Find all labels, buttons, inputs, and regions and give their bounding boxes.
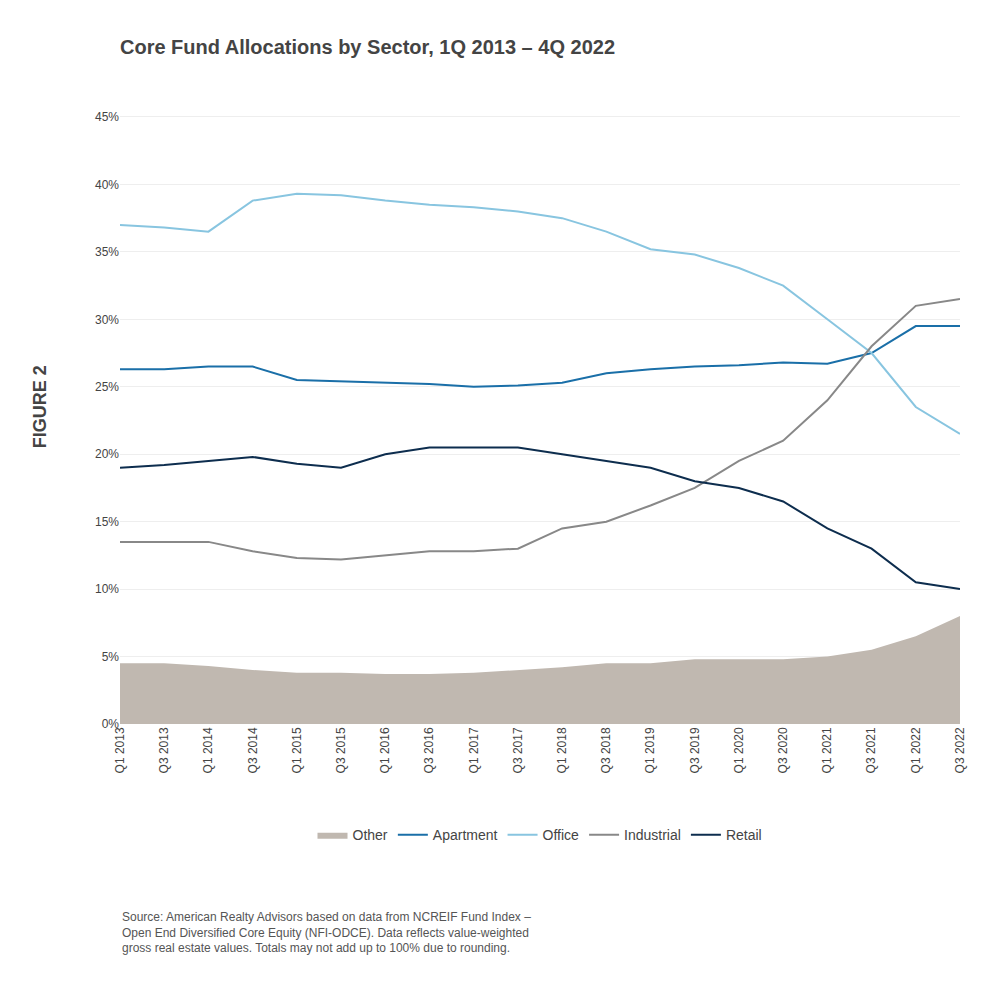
svg-text:Q1 2016: Q1 2016 xyxy=(378,727,392,773)
svg-text:0%: 0% xyxy=(102,717,120,731)
svg-text:15%: 15% xyxy=(95,515,119,529)
svg-text:Q1 2022: Q1 2022 xyxy=(909,727,923,773)
svg-text:Apartment: Apartment xyxy=(433,827,498,843)
svg-text:FIGURE 2: FIGURE 2 xyxy=(30,365,50,448)
svg-text:Q1 2019: Q1 2019 xyxy=(643,727,657,773)
svg-text:35%: 35% xyxy=(95,245,119,259)
svg-text:Office: Office xyxy=(543,827,580,843)
svg-text:30%: 30% xyxy=(95,313,119,327)
svg-text:Q1 2017: Q1 2017 xyxy=(467,727,481,773)
svg-text:Other: Other xyxy=(353,827,388,843)
svg-text:Q1 2018: Q1 2018 xyxy=(555,727,569,773)
svg-text:Industrial: Industrial xyxy=(624,827,681,843)
svg-text:45%: 45% xyxy=(95,110,119,124)
svg-text:5%: 5% xyxy=(102,650,120,664)
svg-text:Q1 2021: Q1 2021 xyxy=(820,727,834,773)
svg-text:Q3 2018: Q3 2018 xyxy=(599,727,613,773)
svg-text:20%: 20% xyxy=(95,447,119,461)
svg-text:Source: American Realty Adviso: Source: American Realty Advisors based o… xyxy=(122,910,531,955)
svg-text:Q3 2016: Q3 2016 xyxy=(422,727,436,773)
svg-text:Q1 2014: Q1 2014 xyxy=(201,727,215,773)
svg-text:40%: 40% xyxy=(95,178,119,192)
svg-text:Q3 2019: Q3 2019 xyxy=(688,727,702,773)
svg-text:Retail: Retail xyxy=(726,827,762,843)
svg-text:Q3 2013: Q3 2013 xyxy=(157,727,171,773)
svg-text:10%: 10% xyxy=(95,582,119,596)
svg-text:Q3 2022: Q3 2022 xyxy=(953,727,967,773)
svg-text:Q3 2020: Q3 2020 xyxy=(776,727,790,773)
svg-text:Q3 2014: Q3 2014 xyxy=(246,727,260,773)
svg-text:Core Fund Allocations by Secto: Core Fund Allocations by Sector, 1Q 2013… xyxy=(120,36,615,58)
svg-text:25%: 25% xyxy=(95,380,119,394)
svg-text:Q1 2020: Q1 2020 xyxy=(732,727,746,773)
svg-text:Q3 2021: Q3 2021 xyxy=(864,727,878,773)
svg-text:Q3 2015: Q3 2015 xyxy=(334,727,348,773)
svg-text:Q1 2013: Q1 2013 xyxy=(113,727,127,773)
svg-text:Q1 2015: Q1 2015 xyxy=(290,727,304,773)
svg-text:Q3 2017: Q3 2017 xyxy=(511,727,525,773)
